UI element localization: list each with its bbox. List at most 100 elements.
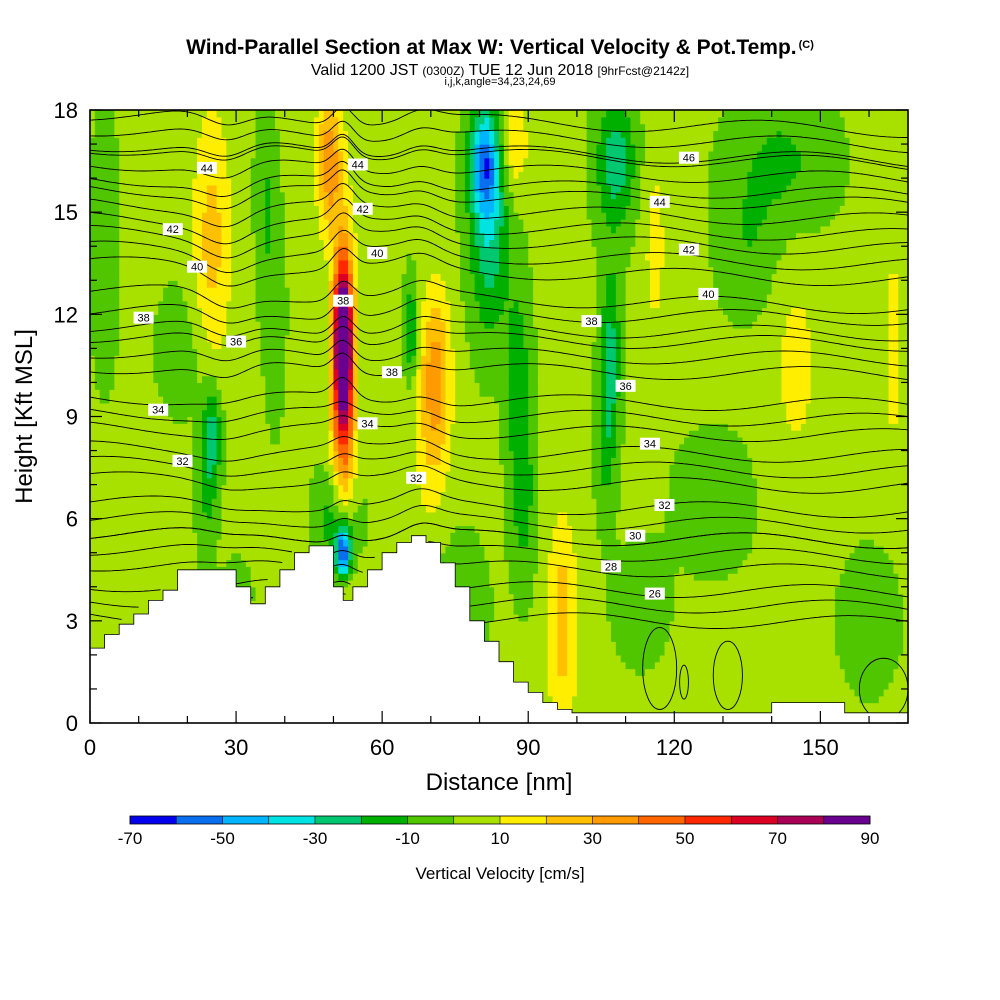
velocity-cell: [873, 682, 880, 690]
velocity-cell: [737, 648, 744, 656]
velocity-cell: [119, 614, 125, 622]
velocity-cell: [630, 634, 636, 642]
velocity-cell: [839, 654, 846, 663]
velocity-cell: [99, 627, 106, 636]
velocity-cell: [883, 661, 890, 670]
velocity-cell: [99, 539, 106, 547]
velocity-cell: [586, 579, 593, 588]
velocity-cell: [757, 579, 763, 588]
velocity-cell: [854, 695, 860, 704]
velocity-cell: [513, 552, 520, 561]
velocity-cell: [284, 552, 291, 561]
velocity-cell: [630, 668, 636, 676]
velocity-cell: [557, 518, 563, 527]
velocity-cell: [893, 641, 899, 649]
velocity-cell: [581, 600, 588, 608]
velocity-cell: [177, 539, 184, 547]
velocity-cell: [133, 579, 140, 588]
velocity-cell: [523, 634, 529, 642]
velocity-cell: [333, 573, 339, 581]
velocity-cell: [703, 668, 709, 676]
velocity-cell: [192, 559, 198, 567]
velocity-cell: [620, 600, 627, 608]
velocity-cell: [796, 682, 802, 690]
velocity-cell: [898, 688, 904, 697]
velocity-cell: [761, 532, 768, 540]
velocity-cell: [606, 675, 612, 683]
velocity-cell: [664, 688, 671, 697]
velocity-cell: [435, 518, 442, 527]
velocity-cell: [757, 593, 763, 601]
velocity-cell: [114, 559, 120, 567]
velocity-cell: [757, 607, 763, 615]
velocity-cell: [796, 614, 802, 622]
velocity-cell: [752, 648, 758, 656]
velocity-cell: [104, 620, 111, 629]
velocity-cell: [489, 532, 495, 540]
velocity-cell: [596, 661, 602, 670]
velocity-cell: [844, 600, 851, 608]
velocity-cell: [523, 593, 529, 601]
velocity-cell: [839, 627, 846, 636]
velocity-cell: [542, 648, 549, 656]
velocity-cell: [172, 532, 179, 540]
velocity-cell: [771, 682, 778, 690]
velocity-cell: [727, 525, 734, 533]
velocity-cell: [620, 668, 627, 676]
velocity-cell: [630, 525, 636, 533]
velocity-cell: [508, 552, 515, 561]
velocity-cell: [133, 586, 140, 595]
velocity-cell: [722, 539, 729, 547]
velocity-cell: [523, 539, 529, 547]
velocity-cell: [703, 634, 709, 642]
velocity-cell: [664, 539, 671, 547]
velocity-cell: [791, 525, 797, 533]
velocity-cell: [523, 607, 529, 615]
velocity-cell: [552, 668, 559, 676]
velocity-cell: [659, 559, 666, 567]
velocity-cell: [581, 545, 588, 554]
velocity-cell: [703, 641, 709, 649]
velocity-cell: [684, 525, 690, 533]
velocity-cell: [869, 566, 875, 574]
velocity-cell: [649, 634, 656, 642]
velocity-cell: [737, 702, 744, 710]
velocity-cell: [469, 600, 476, 608]
velocity-cell: [284, 518, 291, 527]
velocity-cell: [688, 614, 695, 622]
velocity-cell: [674, 586, 680, 595]
velocity-cell: [591, 654, 597, 663]
velocity-cell: [761, 586, 768, 595]
velocity-cell: [664, 641, 671, 649]
velocity-cell: [250, 532, 257, 540]
velocity-cell: [557, 545, 563, 554]
velocity-cell: [299, 525, 305, 533]
velocity-cell: [844, 607, 851, 615]
velocity-cell: [528, 545, 534, 554]
velocity-cell: [99, 532, 106, 540]
velocity-cell: [849, 627, 856, 636]
velocity-cell: [864, 702, 870, 710]
velocity-cell: [791, 532, 797, 540]
velocity-cell: [873, 586, 880, 595]
velocity-cell: [416, 525, 422, 533]
velocity-cell: [494, 518, 500, 527]
velocity-cell: [610, 702, 617, 710]
velocity-cell: [615, 661, 622, 670]
velocity-cell: [513, 661, 520, 670]
velocity-cell: [367, 545, 374, 554]
velocity-cell: [464, 545, 471, 554]
velocity-cell: [537, 661, 544, 670]
velocity-cell: [537, 668, 544, 676]
velocity-cell: [494, 627, 500, 636]
velocity-cell: [752, 600, 758, 608]
velocity-cell: [825, 586, 831, 595]
velocity-cell: [893, 702, 899, 710]
velocity-cell: [752, 559, 758, 567]
velocity-cell: [688, 675, 695, 683]
velocity-cell: [265, 566, 271, 574]
velocity-cell: [572, 641, 578, 649]
velocity-cell: [557, 641, 563, 649]
velocity-cell: [796, 607, 802, 615]
velocity-cell: [537, 627, 544, 636]
